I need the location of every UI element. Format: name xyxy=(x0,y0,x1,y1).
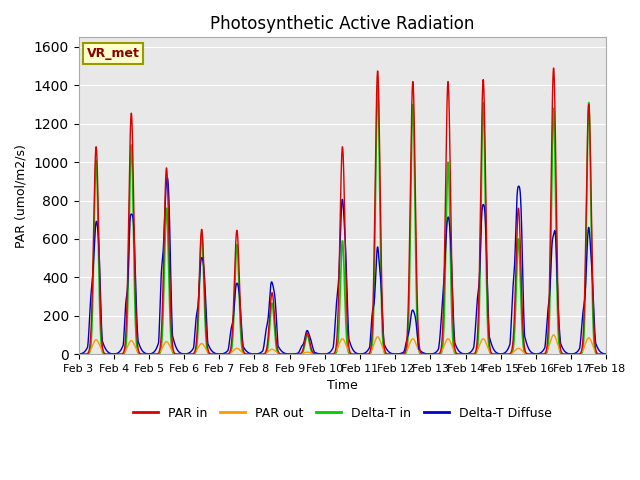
Line: Delta-T Diffuse: Delta-T Diffuse xyxy=(79,178,606,354)
Delta-T Diffuse xyxy=(286,351,294,357)
PAR in xyxy=(75,351,83,357)
PAR in xyxy=(602,351,610,357)
Delta-T Diffuse xyxy=(75,351,83,357)
Delta-T Diffuse xyxy=(602,351,610,357)
PAR out xyxy=(323,351,330,357)
Y-axis label: PAR (umol/m2/s): PAR (umol/m2/s) xyxy=(15,144,28,248)
X-axis label: Time: Time xyxy=(327,379,358,392)
Delta-T Diffuse xyxy=(602,351,610,357)
Delta-T in xyxy=(461,351,468,357)
Delta-T Diffuse xyxy=(163,175,171,180)
Delta-T Diffuse xyxy=(170,336,177,342)
PAR out xyxy=(431,351,439,357)
Delta-T in xyxy=(602,351,610,357)
PAR out xyxy=(491,351,499,357)
PAR out xyxy=(602,351,610,357)
PAR in xyxy=(431,351,439,357)
PAR in xyxy=(323,351,330,357)
PAR in xyxy=(170,348,177,353)
Delta-T in xyxy=(75,351,83,357)
Delta-T in xyxy=(323,351,330,357)
PAR out xyxy=(170,349,177,355)
PAR out xyxy=(75,351,83,357)
Delta-T in xyxy=(602,351,610,357)
PAR in xyxy=(602,351,610,357)
Legend: PAR in, PAR out, Delta-T in, Delta-T Diffuse: PAR in, PAR out, Delta-T in, Delta-T Dif… xyxy=(129,402,557,424)
Delta-T in xyxy=(431,351,439,357)
PAR out xyxy=(550,332,557,338)
PAR out xyxy=(461,351,468,357)
Delta-T Diffuse xyxy=(323,351,331,357)
Delta-T in xyxy=(374,83,381,88)
Line: PAR in: PAR in xyxy=(79,68,606,354)
Delta-T Diffuse xyxy=(431,349,439,355)
PAR in xyxy=(461,351,468,357)
Line: Delta-T in: Delta-T in xyxy=(79,85,606,354)
Delta-T Diffuse xyxy=(491,348,499,354)
PAR in xyxy=(550,65,557,71)
Delta-T Diffuse xyxy=(461,351,468,357)
PAR out xyxy=(602,351,610,357)
PAR in xyxy=(491,351,499,357)
Line: PAR out: PAR out xyxy=(79,335,606,354)
Title: Photosynthetic Active Radiation: Photosynthetic Active Radiation xyxy=(211,15,475,33)
Text: VR_met: VR_met xyxy=(86,47,140,60)
Delta-T in xyxy=(170,350,177,356)
Delta-T in xyxy=(491,351,499,357)
